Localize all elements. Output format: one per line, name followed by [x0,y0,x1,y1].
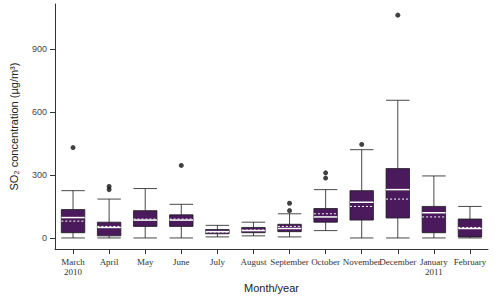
svg-text:0: 0 [42,233,47,243]
svg-text:600: 600 [32,107,47,117]
svg-text:June: June [173,257,190,267]
svg-text:2011: 2011 [425,267,443,277]
svg-text:300: 300 [32,170,47,180]
svg-text:October: October [311,257,340,267]
svg-text:January: January [420,257,448,267]
svg-text:November: November [343,257,381,267]
svg-text:2010: 2010 [64,267,83,277]
svg-text:September: September [270,257,309,267]
svg-text:August: August [240,257,267,267]
svg-text:July: July [210,257,226,267]
svg-text:December: December [379,257,416,267]
svg-text:Month/year: Month/year [244,282,299,294]
svg-text:March: March [61,257,85,267]
svg-text:SO₂ concentration (µg/m³): SO₂ concentration (µg/m³) [8,63,20,191]
svg-text:February: February [454,257,487,267]
svg-text:April: April [100,257,119,267]
svg-text:900: 900 [32,44,47,54]
svg-text:May: May [137,257,154,267]
